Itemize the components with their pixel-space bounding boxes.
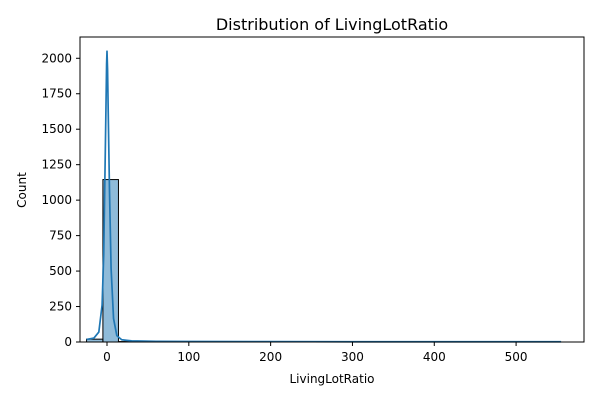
x-tick-label: 400	[423, 350, 446, 364]
x-tick-label: 200	[259, 350, 282, 364]
y-tick-label: 500	[49, 264, 72, 278]
y-axis-label: Count	[15, 172, 29, 208]
x-tick-label: 0	[103, 350, 111, 364]
x-tick-label: 500	[505, 350, 528, 364]
y-tick-label: 250	[49, 300, 72, 314]
y-tick-label: 750	[49, 229, 72, 243]
y-tick-label: 1000	[41, 193, 72, 207]
x-tick-label: 100	[177, 350, 200, 364]
y-tick-label: 1500	[41, 122, 72, 136]
x-axis-label: LivingLotRatio	[289, 372, 374, 386]
y-tick-label: 1750	[41, 87, 72, 101]
y-tick-label: 1250	[41, 158, 72, 172]
y-tick-label: 2000	[41, 51, 72, 65]
chart-title: Distribution of LivingLotRatio	[216, 15, 448, 34]
y-tick-label: 0	[64, 335, 72, 349]
x-tick-label: 300	[341, 350, 364, 364]
